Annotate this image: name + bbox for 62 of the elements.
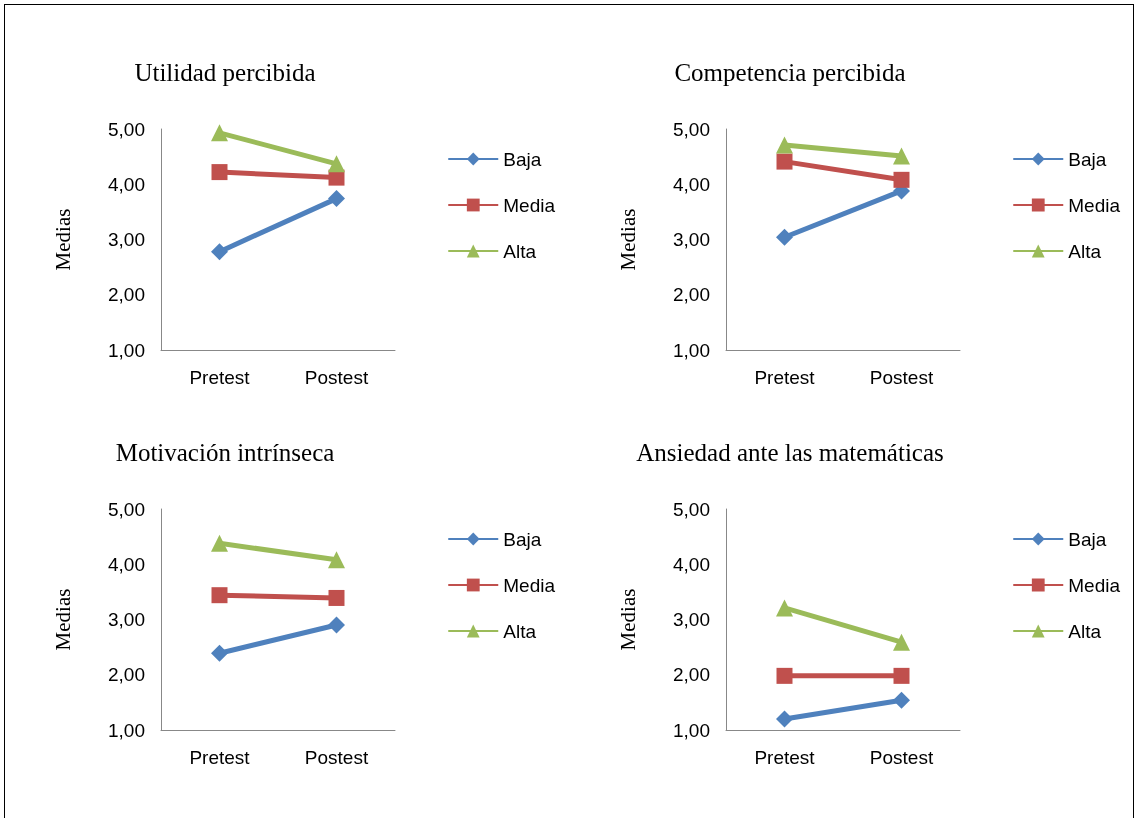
legend-label: Media (1068, 194, 1121, 216)
x-tick-label: Pretest (754, 367, 816, 388)
x-tick-label: Postest (869, 747, 934, 768)
y-tick-label: 2,00 (673, 284, 710, 306)
point (328, 190, 345, 208)
y-tick-label: 5,00 (108, 118, 145, 140)
y-tick-label: 1,00 (673, 719, 710, 741)
legend-label: Baja (1068, 528, 1107, 550)
legend-label: Alta (1068, 240, 1102, 262)
y-tick-label: 4,00 (108, 553, 145, 575)
point (893, 691, 910, 709)
y-axis-title: Medias (615, 588, 640, 651)
y-axis-title: Medias (50, 588, 75, 651)
y-tick-label: 3,00 (673, 609, 710, 630)
point (211, 243, 228, 261)
y-tick-label: 4,00 (673, 553, 710, 575)
point (211, 587, 228, 604)
chart-title: Ansiedad ante las matemáticas (636, 439, 944, 466)
y-tick-label: 2,00 (108, 664, 145, 686)
point (776, 228, 793, 246)
point (211, 164, 228, 181)
y-tick-label: 1,00 (108, 719, 145, 741)
y-tick-label: 2,00 (108, 284, 145, 306)
chart-title: Competencia percibida (674, 59, 906, 86)
legend-label: Alta (503, 620, 537, 642)
y-tick-label: 4,00 (108, 173, 145, 195)
y-tick-label: 1,00 (673, 339, 710, 361)
y-tick-label: 5,00 (673, 498, 710, 520)
point (776, 153, 793, 170)
x-tick-label: Postest (304, 367, 369, 388)
point (211, 644, 228, 662)
point (893, 667, 910, 684)
x-tick-label: Pretest (189, 747, 251, 768)
point (328, 589, 345, 606)
point (893, 171, 910, 188)
y-tick-label: 3,00 (108, 229, 145, 250)
x-tick-label: Postest (304, 747, 369, 768)
y-tick-label: 1,00 (108, 339, 145, 361)
legend-label: Alta (503, 240, 537, 262)
y-tick-label: 4,00 (673, 173, 710, 195)
y-axis-title: Medias (615, 208, 640, 271)
y-tick-label: 3,00 (108, 609, 145, 630)
point (328, 616, 345, 634)
chart-title: Utilidad percibida (134, 59, 316, 86)
y-axis-title: Medias (50, 208, 75, 271)
legend-label: Media (503, 574, 556, 596)
legend-label: Baja (1068, 148, 1107, 170)
legend-label: Media (1068, 574, 1121, 596)
legend-label: Baja (503, 148, 542, 170)
y-tick-label: 2,00 (673, 664, 710, 686)
x-tick-label: Postest (869, 367, 934, 388)
legend-label: Media (503, 194, 556, 216)
legend-label: Baja (503, 528, 542, 550)
chart-title: Motivación intrínseca (115, 439, 335, 466)
point (776, 710, 793, 728)
y-tick-label: 5,00 (108, 498, 145, 520)
y-tick-label: 3,00 (673, 229, 710, 250)
x-tick-label: Pretest (754, 747, 816, 768)
x-tick-label: Pretest (189, 367, 251, 388)
legend-label: Alta (1068, 620, 1102, 642)
y-tick-label: 5,00 (673, 118, 710, 140)
point (776, 667, 793, 684)
